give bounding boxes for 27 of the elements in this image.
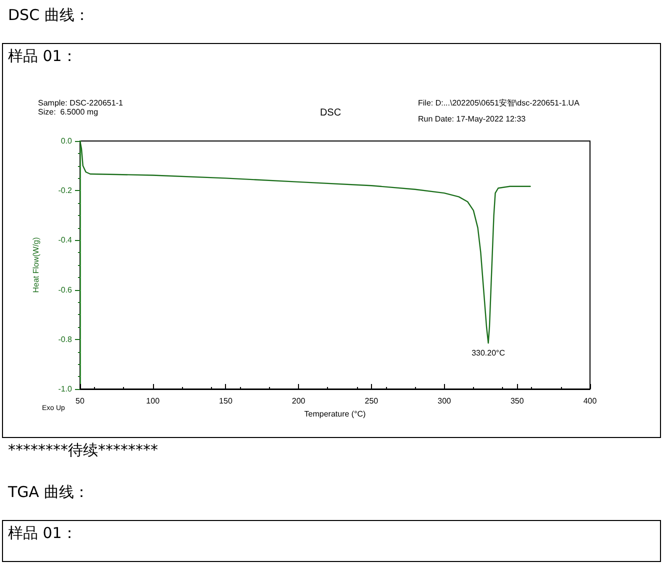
annotation: 330.20°C: [472, 348, 506, 358]
text: ********待续********: [8, 441, 158, 460]
x-tick-label: 200: [292, 396, 306, 406]
x-tick-label: 250: [364, 396, 379, 406]
x-tick-label: 300: [438, 396, 452, 406]
x-tick-label: 400: [583, 396, 598, 406]
text: TGA 曲线：: [8, 483, 89, 502]
y-axis-title: Heat Flow(W/g): [32, 236, 40, 293]
chart-title: DSC: [320, 108, 342, 118]
x-tick-label: 350: [510, 396, 524, 406]
text: 样品 01：: [8, 524, 77, 543]
text: 样品 01：: [8, 47, 77, 66]
y-tick-label: -0.2: [58, 186, 73, 196]
text: Run Date: 17-May-2022 12:33: [418, 114, 526, 124]
text: Sample: DSC-220651-1: [38, 98, 124, 108]
y-tick-label: -0.8: [58, 334, 73, 344]
x-tick-label: 100: [146, 396, 160, 406]
text: DSC 曲线：: [8, 6, 90, 25]
text: File: D:...\202205\0651安智\dsc-220651-1.UA: [418, 98, 580, 108]
y-tick-label: -0.6: [58, 285, 73, 294]
x-axis-title: Temperature (°C): [304, 409, 366, 418]
y-tick-label: -1.0: [58, 384, 73, 394]
x-tick-label: 150: [219, 396, 233, 406]
y-tick-label: -0.4: [58, 236, 73, 245]
y-tick-label: 0.0: [60, 136, 73, 146]
text: Size: 6.5000 mg: [38, 108, 98, 116]
x-tick-label: 50: [76, 396, 85, 406]
